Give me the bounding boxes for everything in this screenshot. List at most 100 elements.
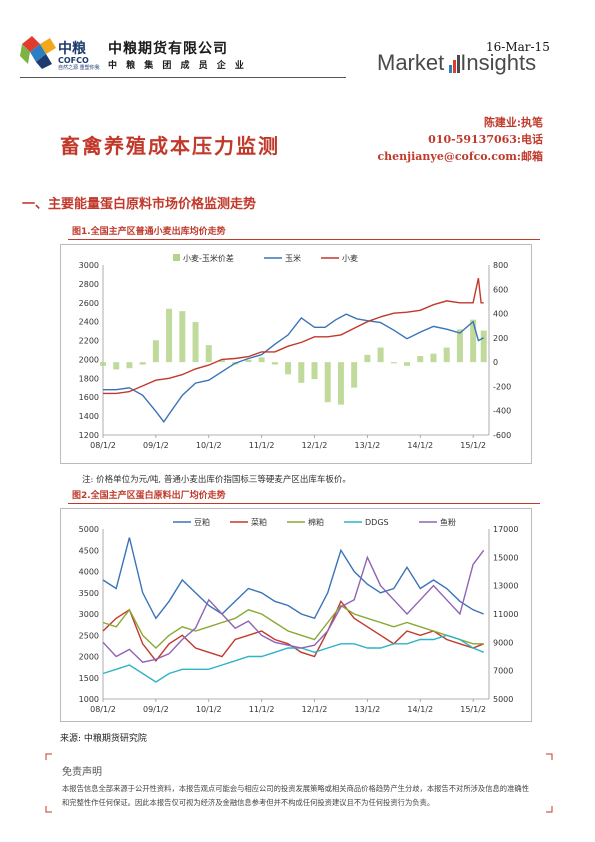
legend-label: DDGS [365,518,389,527]
bar [179,311,186,363]
figure2-caption: 图2.全国主产区蛋白原料出厂均价走势 [72,491,226,501]
figure2-frame: 1000 1500 2000 2500 3000 3500 4000 4500 5000 5000… [60,508,532,722]
y-left-tick-label: 3000 [79,610,99,619]
legend-label: 菜粕 [251,517,267,527]
y-left-tick-label: 4000 [79,568,99,577]
legend-label: 玉米 [285,253,301,263]
bar [443,347,450,363]
y-left-tick-label: 2400 [79,318,99,327]
source-note: 来源: 中粮期货研究院 [60,734,147,744]
cofco-logo-icon [20,36,56,69]
legend-label: 鱼粉 [440,517,456,527]
y-right-tick-label: -200 [493,382,511,391]
x-tick-label: 13/1/2 [355,441,381,450]
x-tick-label: 15/1/2 [460,441,486,450]
y-left-tick-label: 5000 [79,525,99,534]
bar [271,362,278,365]
figure1-chart: 1200 1400 1600 1800 2000 2200 2400 2600 2800 3000… [79,253,512,450]
y-left-tick-label: 4500 [79,546,99,555]
y-right-tick-label: -400 [493,407,511,416]
y-left-tick-label: 1400 [79,412,99,421]
y-right-tick-label: 7000 [493,667,513,676]
y-left-tick-label: 1800 [79,374,99,383]
legend-label: 棉粕 [308,517,324,527]
series-line [102,599,484,662]
bar [480,330,487,363]
bar [298,362,305,383]
brand-insights-text: Insights [460,50,537,75]
x-tick-label: 09/1/2 [143,441,169,450]
y-left-tick-label: 2800 [79,280,99,289]
x-tick-label: 14/1/2 [407,441,433,450]
report-title: 畜禽养殖成本压力监测 [60,134,280,158]
author-line: 陈建业:执笔 [483,116,543,129]
y-right-tick-label: 600 [493,285,508,294]
company-name: 中粮期货有限公司 [108,41,228,57]
x-tick-label: 12/1/2 [302,441,328,450]
bar [126,362,133,369]
bar [166,308,173,363]
market-insights-brand: Market Insights [377,50,536,76]
x-tick-label: 14/1/2 [407,705,433,714]
y-left-tick-label: 1600 [79,393,99,402]
y-left-tick-label: 2200 [79,337,99,346]
section-title: 一、主要能量蛋白原料市场价格监测走势 [22,197,257,212]
bar [100,362,106,366]
logo-en-text: COFCO [58,56,89,65]
bar [456,329,463,363]
y-right-tick-label: -600 [493,431,511,440]
y-right-tick-label: 15000 [493,553,518,562]
bar [351,362,358,388]
y-left-tick-label: 3500 [79,589,99,598]
y-left-tick-label: 3000 [79,261,99,270]
bar [324,362,331,403]
x-tick-label: 08/1/2 [90,441,116,450]
legend-swatch [173,254,180,261]
x-tick-label: 08/1/2 [90,705,116,714]
legend-label: 小麦-玉米价差 [183,253,234,263]
bar [113,362,120,370]
bar [404,362,411,366]
figure2-chart: 1000 1500 2000 2500 3000 3500 4000 4500 5000 5000… [79,517,519,714]
y-right-tick-label: 5000 [493,695,513,704]
x-tick-label: 10/1/2 [196,441,222,450]
bar [285,362,292,375]
y-left-tick-label: 1000 [79,695,99,704]
y-right-tick-label: 13000 [493,582,518,591]
y-left-tick-label: 2600 [79,299,99,308]
bar [152,340,159,363]
logo-tagline: 自然之源 重塑你我 [58,65,100,71]
y-left-tick-label: 2500 [79,631,99,640]
series-line [102,634,484,683]
y-left-tick-label: 2000 [79,355,99,364]
x-tick-label: 11/1/2 [249,705,275,714]
disclaimer-text: 本报告信息全部来源于公开性资料，本报告观点可能会与相应公司的投资发展策略或相关商… [62,784,529,807]
figure1-caption: 图1.全国主产区普通小麦出库均价走势 [72,227,226,237]
figure1-frame: 1200 1400 1600 1800 2000 2200 2400 2600 2800 3000… [60,244,532,464]
y-right-tick-label: 400 [493,310,508,319]
series-line [102,537,484,620]
email-line[interactable]: chenjianye@cofco.com:邮箱 [377,150,543,163]
x-tick-label: 10/1/2 [196,705,222,714]
bar [430,353,437,363]
bar [218,359,225,363]
bar [205,345,212,363]
bar [192,322,199,363]
bar [377,347,384,363]
company-subtitle: 中 粮 集 团 成 员 企 业 [108,61,247,71]
x-tick-label: 15/1/2 [460,705,486,714]
figure2-caption-rule [68,503,540,504]
bar [139,362,146,365]
x-tick-label: 11/1/2 [249,441,275,450]
bar [390,362,397,364]
y-right-tick-label: 800 [493,261,508,270]
y-right-tick-label: 9000 [493,638,513,647]
bar [337,362,344,405]
x-tick-label: 09/1/2 [143,705,169,714]
y-left-tick-label: 1200 [79,431,99,440]
series-line [102,604,484,649]
bar [364,354,371,363]
bar [417,356,424,363]
disclaimer-title: 免责声明 [62,767,102,778]
series-line [103,313,485,423]
